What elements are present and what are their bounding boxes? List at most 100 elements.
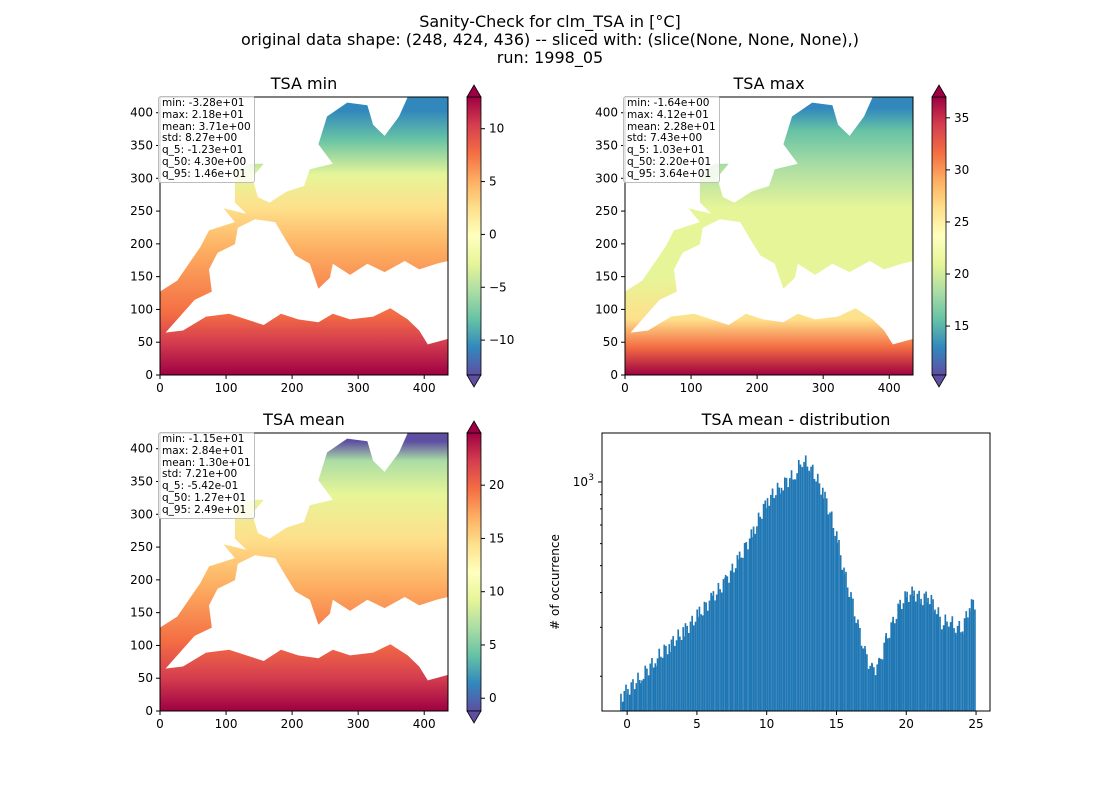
histogram-bar <box>646 668 648 711</box>
y-tick-label: 50 <box>138 335 153 349</box>
stats-line: std: 8.27e+00 <box>162 132 238 145</box>
histogram-bar <box>804 455 807 711</box>
histogram-bar <box>782 490 784 711</box>
x-tick-label: 200 <box>746 381 769 395</box>
histogram-bar <box>675 640 678 711</box>
histogram-bar <box>759 516 762 711</box>
histogram-bar <box>811 464 814 711</box>
x-tick-label: 10 <box>759 717 774 731</box>
histogram-bar <box>843 574 846 711</box>
colorbar-tick-label: 10 <box>489 122 504 136</box>
histogram-bar <box>913 590 915 711</box>
x-tick-label: 0 <box>156 717 164 731</box>
histogram-bar <box>928 604 931 711</box>
histogram-bar <box>625 684 627 711</box>
histogram-bar <box>855 622 858 711</box>
histogram-bar <box>785 477 788 711</box>
histogram-bar <box>969 611 971 711</box>
stats-box: min: -1.15e+01 max: 2.84e+01 mean: 1.30e+0… <box>158 432 255 519</box>
histogram-bar <box>916 593 919 711</box>
stats-line: q_5: 1.03e+01 <box>627 144 705 157</box>
histogram-bar <box>934 609 936 711</box>
axes-frame <box>159 432 449 712</box>
histogram-bar <box>887 638 889 711</box>
y-tick-label: 300 <box>130 507 153 521</box>
y-tick-label: 100 <box>130 638 153 652</box>
histogram-bar <box>939 616 941 711</box>
histogram-bar <box>729 570 732 711</box>
histogram-bar <box>827 514 830 711</box>
histogram-bar <box>860 645 863 711</box>
y-tick-label: 300 <box>595 171 618 185</box>
histogram-bar <box>733 572 735 711</box>
histogram-bar <box>656 658 659 711</box>
histogram-bar <box>724 574 727 711</box>
stats-line: q_95: 2.49e+01 <box>162 503 247 516</box>
histogram-bar <box>902 603 905 711</box>
histogram-bar <box>637 672 639 711</box>
histogram-bar <box>766 498 769 711</box>
histogram-bar <box>810 466 812 711</box>
histogram-bar <box>661 657 664 711</box>
histogram-bar <box>930 594 933 711</box>
histogram-bar <box>818 483 821 711</box>
histogram-bar <box>679 636 681 711</box>
y-tick-label: 0 <box>145 368 153 382</box>
histogram-bar <box>686 625 688 711</box>
colorbar-tick-label: 5 <box>489 175 497 189</box>
panel-title: TSA min <box>270 74 337 93</box>
y-tick-label: 150 <box>595 270 618 284</box>
histogram-bar <box>914 601 917 711</box>
y-tick-label: 50 <box>138 671 153 685</box>
x-tick-label: 0 <box>621 381 629 395</box>
histogram-bar <box>764 500 767 711</box>
histogram-bar <box>752 526 755 711</box>
histogram-bar <box>816 473 819 711</box>
histogram-bar <box>880 658 882 711</box>
panel-title: TSA max <box>732 74 804 93</box>
histogram-bar <box>892 616 894 711</box>
histogram-bar <box>906 591 908 711</box>
histogram-bar <box>742 557 744 711</box>
y-axis-label: # of occurrence <box>548 534 562 630</box>
x-tick-label: 400 <box>413 381 436 395</box>
histogram-bar <box>893 623 896 711</box>
histogram-bar <box>888 637 891 711</box>
stats-line: q_5: -1.23e+01 <box>162 144 244 157</box>
x-tick-label: 15 <box>829 717 844 731</box>
histogram-bar <box>935 614 938 711</box>
y-tick-label: 250 <box>130 204 153 218</box>
histogram-bar <box>874 675 877 711</box>
histogram-bar <box>647 675 650 711</box>
histogram-bar <box>852 598 854 711</box>
y-tick-label: 350 <box>130 139 153 153</box>
stats-line: max: 2.84e+01 <box>162 444 244 457</box>
histogram-bar <box>918 590 920 711</box>
histogram-bar <box>949 622 952 711</box>
stats-line: min: -1.15e+01 <box>162 433 245 445</box>
histogram-bar <box>668 651 671 711</box>
histogram-bar <box>710 595 713 711</box>
histogram-bar <box>706 610 709 711</box>
histogram-bar <box>674 645 676 711</box>
title-line-1: Sanity-Check for clm_TSA in [°C] <box>419 12 681 31</box>
x-tick-label: 100 <box>215 717 238 731</box>
stats-line: max: 4.12e+01 <box>627 108 709 121</box>
histogram-bar <box>897 603 899 711</box>
histogram-bar <box>895 618 898 711</box>
histogram-bar <box>864 649 867 711</box>
histogram-bar <box>825 498 828 711</box>
histogram-bar <box>830 511 833 711</box>
histogram-bar <box>841 569 844 711</box>
histogram-bar <box>883 642 886 711</box>
histogram-bar <box>962 634 964 711</box>
histogram-bar <box>775 495 777 711</box>
colorbar-tick-label: 0 <box>489 691 497 705</box>
histogram-bar <box>649 663 652 711</box>
x-tick-label: 300 <box>347 381 370 395</box>
stats-line: max: 2.18e+01 <box>162 108 244 121</box>
histogram-bar <box>714 600 716 711</box>
colorbar-extend-bottom <box>466 710 482 724</box>
histogram-bar <box>925 591 927 711</box>
histogram-bar <box>801 466 804 711</box>
